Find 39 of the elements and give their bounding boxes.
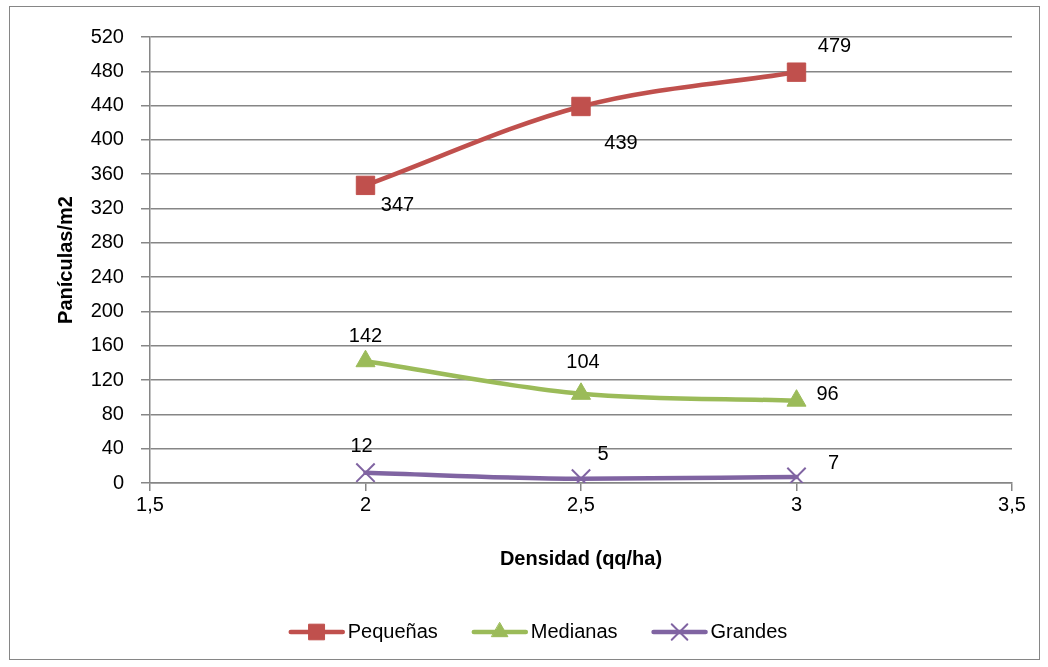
data-label: 142 xyxy=(348,323,383,346)
y-tick-label: 80 xyxy=(101,401,124,424)
y-tick-label: 40 xyxy=(101,436,124,459)
y-tick-label: 520 xyxy=(90,24,124,47)
y-tick-label: 120 xyxy=(90,367,124,390)
legend-label: Pequeñas xyxy=(347,619,438,642)
y-tick-label: 160 xyxy=(90,333,124,356)
x-tick-label: 3 xyxy=(790,492,803,515)
x-tick-label: 1,5 xyxy=(136,492,164,515)
x-tick-label: 3,5 xyxy=(998,492,1026,515)
point xyxy=(786,389,807,407)
y-tick-label: 320 xyxy=(90,196,124,219)
data-label: 104 xyxy=(566,350,600,373)
y-tick-label: 480 xyxy=(90,58,124,81)
point xyxy=(571,96,591,117)
data-label: 479 xyxy=(817,33,852,56)
y-axis-title: Panículas/m2 xyxy=(53,196,76,324)
data-label: 12 xyxy=(350,434,373,457)
data-label: 96 xyxy=(816,382,839,405)
y-tick-label: 440 xyxy=(90,93,124,116)
data-label: 5 xyxy=(597,442,609,465)
legend-label: Medianas xyxy=(530,619,618,642)
point xyxy=(570,382,592,400)
data-label: 347 xyxy=(380,192,415,215)
y-tick-label: 0 xyxy=(112,470,124,493)
data-label: 7 xyxy=(827,450,840,473)
x-tick-label: 2 xyxy=(359,492,372,515)
y-tick-label: 240 xyxy=(90,264,124,287)
data-label: 439 xyxy=(604,130,638,153)
point xyxy=(786,62,807,82)
y-tick-label: 200 xyxy=(90,298,124,321)
legend-label: Grandes xyxy=(710,619,788,642)
x-tick-label: 2,5 xyxy=(567,492,595,515)
y-tick-label: 280 xyxy=(90,230,124,253)
y-tick-label: 360 xyxy=(90,161,124,184)
point xyxy=(355,175,376,196)
x-axis-title: Densidad (qq/ha) xyxy=(499,546,663,569)
y-tick-label: 400 xyxy=(90,127,124,150)
point xyxy=(355,349,376,368)
